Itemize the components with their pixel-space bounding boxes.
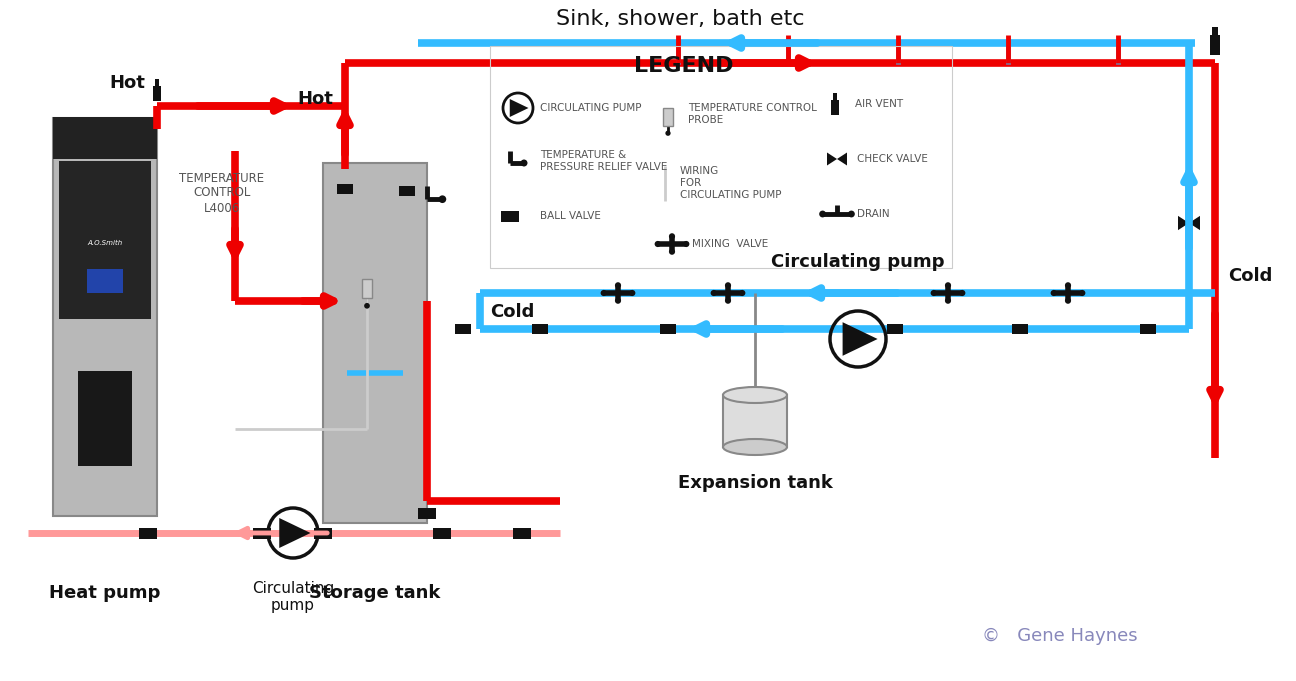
Bar bbox=[455, 324, 470, 334]
Bar bbox=[664, 108, 673, 126]
Bar bbox=[502, 210, 518, 221]
Text: Heat pump: Heat pump bbox=[49, 584, 161, 602]
Bar bbox=[833, 93, 837, 99]
Bar bbox=[87, 269, 123, 293]
Bar bbox=[139, 528, 157, 539]
Bar bbox=[419, 507, 435, 518]
Text: Cold: Cold bbox=[490, 303, 534, 321]
Circle shape bbox=[959, 290, 966, 296]
Text: Hot: Hot bbox=[297, 90, 333, 108]
Bar bbox=[337, 184, 353, 194]
Bar bbox=[490, 46, 953, 268]
Bar bbox=[723, 395, 787, 447]
Circle shape bbox=[724, 298, 731, 304]
Circle shape bbox=[630, 290, 635, 296]
Bar bbox=[78, 371, 132, 466]
Text: MIXING  VALVE: MIXING VALVE bbox=[692, 239, 769, 249]
Circle shape bbox=[614, 282, 621, 288]
Circle shape bbox=[669, 249, 675, 255]
Text: TEMPERATURE
CONTROL
L4006: TEMPERATURE CONTROL L4006 bbox=[179, 172, 264, 215]
Text: DRAIN: DRAIN bbox=[857, 209, 889, 219]
Text: Circulating pump: Circulating pump bbox=[771, 253, 945, 271]
Bar bbox=[531, 324, 548, 334]
Text: LEGEND: LEGEND bbox=[634, 56, 734, 76]
Circle shape bbox=[665, 131, 670, 136]
Bar bbox=[886, 324, 903, 334]
Bar bbox=[513, 528, 531, 539]
Circle shape bbox=[819, 210, 826, 217]
Bar bbox=[1212, 27, 1218, 35]
Text: Expansion tank: Expansion tank bbox=[678, 474, 832, 492]
Bar bbox=[660, 324, 677, 334]
Text: A.O.Smith: A.O.Smith bbox=[87, 240, 123, 246]
Bar bbox=[60, 161, 152, 319]
Bar bbox=[323, 163, 426, 523]
Text: Storage tank: Storage tank bbox=[310, 584, 441, 602]
Bar bbox=[153, 86, 161, 101]
Circle shape bbox=[1051, 290, 1056, 296]
Bar bbox=[53, 118, 157, 516]
Ellipse shape bbox=[723, 439, 787, 455]
Circle shape bbox=[724, 282, 731, 288]
Text: TEMPERATURE &
PRESSURE RELIEF VALVE: TEMPERATURE & PRESSURE RELIEF VALVE bbox=[540, 151, 667, 172]
Bar bbox=[433, 528, 451, 539]
Circle shape bbox=[614, 298, 621, 304]
Circle shape bbox=[931, 290, 937, 296]
Circle shape bbox=[654, 241, 661, 247]
Text: TEMPERATURE CONTROL
PROBE: TEMPERATURE CONTROL PROBE bbox=[688, 104, 816, 125]
Circle shape bbox=[364, 303, 369, 308]
Polygon shape bbox=[842, 322, 877, 355]
Bar bbox=[253, 528, 271, 539]
Polygon shape bbox=[837, 153, 848, 165]
Bar bbox=[362, 279, 372, 298]
Circle shape bbox=[438, 195, 446, 203]
Circle shape bbox=[600, 290, 607, 296]
Circle shape bbox=[1065, 282, 1070, 288]
Bar bbox=[154, 79, 159, 86]
Polygon shape bbox=[1188, 216, 1200, 230]
Circle shape bbox=[848, 210, 855, 217]
Circle shape bbox=[739, 290, 745, 296]
Bar bbox=[1209, 35, 1221, 55]
Polygon shape bbox=[509, 99, 529, 117]
Circle shape bbox=[945, 298, 951, 304]
Circle shape bbox=[945, 282, 951, 288]
Text: BALL VALVE: BALL VALVE bbox=[540, 211, 601, 221]
Circle shape bbox=[1065, 298, 1070, 304]
Text: CHECK VALVE: CHECK VALVE bbox=[857, 154, 928, 164]
Bar bbox=[1140, 324, 1156, 334]
Text: Circulating
pump: Circulating pump bbox=[251, 581, 334, 614]
Text: Sink, shower, bath etc: Sink, shower, bath etc bbox=[556, 9, 805, 29]
Text: WIRING
FOR
CIRCULATING PUMP: WIRING FOR CIRCULATING PUMP bbox=[680, 166, 781, 200]
Circle shape bbox=[683, 241, 689, 247]
Bar bbox=[314, 528, 332, 539]
Polygon shape bbox=[1178, 216, 1188, 230]
Text: ©   Gene Haynes: © Gene Haynes bbox=[982, 627, 1138, 645]
Bar bbox=[1012, 324, 1028, 334]
Circle shape bbox=[521, 159, 527, 166]
Text: CIRCULATING PUMP: CIRCULATING PUMP bbox=[540, 103, 642, 113]
Text: Hot: Hot bbox=[109, 74, 145, 92]
Bar bbox=[831, 99, 840, 115]
Circle shape bbox=[669, 233, 675, 240]
Circle shape bbox=[710, 290, 717, 296]
Text: Cold: Cold bbox=[1229, 267, 1273, 285]
Text: AIR VENT: AIR VENT bbox=[855, 99, 903, 109]
Polygon shape bbox=[827, 153, 837, 165]
Ellipse shape bbox=[723, 387, 787, 403]
Bar bbox=[53, 117, 157, 159]
Circle shape bbox=[1080, 290, 1085, 296]
Bar bbox=[399, 186, 415, 196]
Polygon shape bbox=[279, 518, 311, 548]
